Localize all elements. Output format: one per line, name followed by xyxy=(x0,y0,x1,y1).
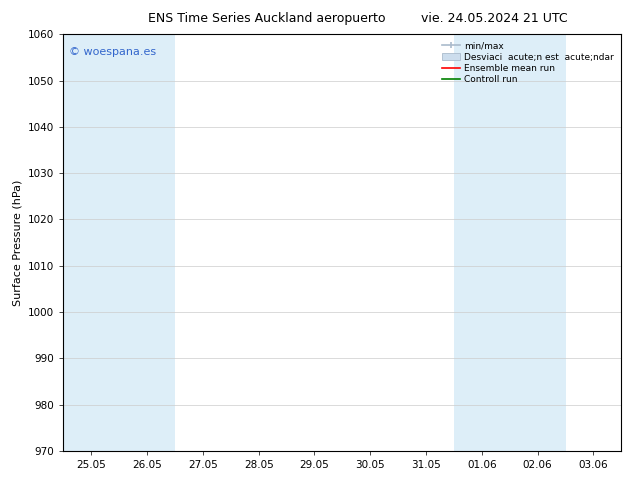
Text: ENS Time Series Auckland aeropuerto: ENS Time Series Auckland aeropuerto xyxy=(148,12,385,25)
Text: vie. 24.05.2024 21 UTC: vie. 24.05.2024 21 UTC xyxy=(421,12,568,25)
Bar xyxy=(119,34,175,451)
Bar xyxy=(454,34,510,451)
Text: © woespana.es: © woespana.es xyxy=(69,47,156,57)
Bar xyxy=(63,34,119,451)
Bar xyxy=(510,34,566,451)
Y-axis label: Surface Pressure (hPa): Surface Pressure (hPa) xyxy=(13,179,23,306)
Legend: min/max, Desviaci  acute;n est  acute;ndar, Ensemble mean run, Controll run: min/max, Desviaci acute;n est acute;ndar… xyxy=(439,39,617,87)
